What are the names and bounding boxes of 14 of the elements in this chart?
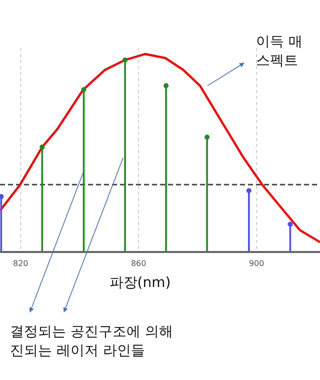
point (40, 144, 45, 150)
x-tick-label: 860 (130, 259, 146, 268)
x-tick-label: 820 (13, 259, 28, 268)
x-axis-title: 파장(nm) (109, 275, 171, 291)
point (204, 134, 210, 140)
point (164, 83, 169, 88)
point (288, 222, 293, 227)
annotation: 이득 매 스펙트 (256, 34, 302, 69)
point (0, 194, 4, 200)
x-tick-label: 900 (248, 259, 264, 268)
annotation: 결정되는 공진구조에 의해 진되는 레이저 라인들 (10, 324, 173, 359)
point (122, 57, 128, 62)
point (246, 188, 252, 194)
point (81, 87, 86, 92)
